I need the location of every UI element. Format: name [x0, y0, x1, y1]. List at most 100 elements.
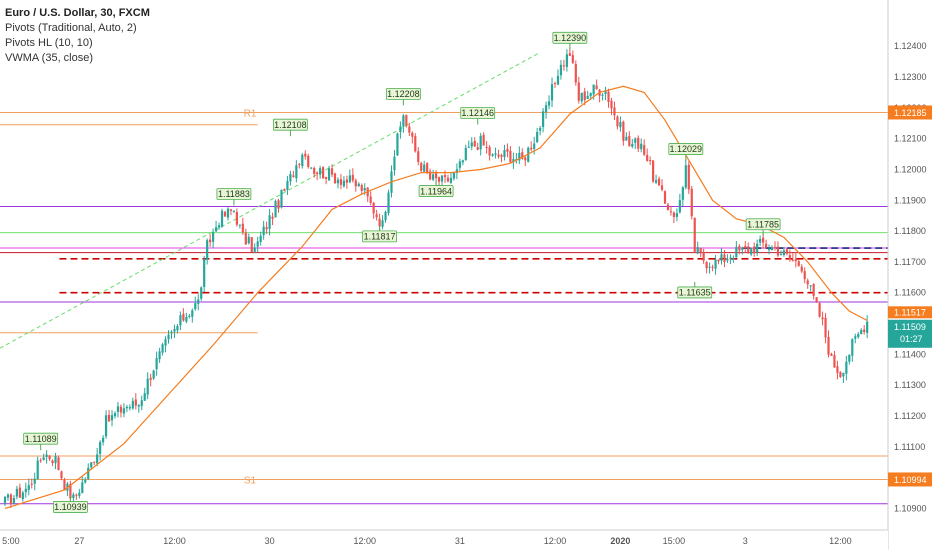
- candle-body: [458, 161, 461, 168]
- candle-body: [372, 202, 375, 214]
- candle-body: [497, 154, 500, 157]
- candle-body: [363, 188, 366, 191]
- x-tick-label: 2020: [610, 536, 630, 546]
- candle-body: [342, 180, 346, 187]
- candle-body: [702, 251, 705, 261]
- candle-body: [30, 483, 33, 485]
- candle-body: [277, 200, 280, 209]
- x-tick-label: 12:00: [829, 536, 852, 546]
- candle-body: [806, 280, 809, 285]
- candle-body: [313, 168, 316, 174]
- study-vwma[interactable]: VWMA (35, close): [5, 52, 94, 64]
- candle-body: [851, 339, 854, 356]
- symbol-title[interactable]: Euro / U.S. Dollar, 30, FXCM: [5, 7, 150, 19]
- candle-body: [3, 496, 7, 504]
- candle-body: [75, 494, 78, 496]
- candle-body: [809, 285, 812, 287]
- candle-body: [434, 173, 438, 179]
- hl-label-box: [418, 185, 454, 197]
- candle-body: [194, 303, 197, 310]
- candle-body: [81, 482, 84, 494]
- x-tick-label: 12:00: [163, 536, 186, 546]
- candle-body: [217, 225, 221, 228]
- candle-body: [866, 321, 869, 333]
- candle-body: [818, 303, 821, 317]
- hl-label-text-6: 1.11964: [420, 186, 452, 196]
- x-tick-label: 31: [455, 536, 465, 546]
- candle-body: [432, 174, 435, 180]
- candle-body: [530, 147, 533, 150]
- candle-body: [470, 142, 473, 147]
- candle-body: [649, 160, 652, 162]
- hl-label-box: [385, 87, 421, 100]
- candle-body: [27, 485, 30, 490]
- candle-body: [767, 248, 771, 250]
- hl-label-text-7: 1.12146: [461, 108, 494, 118]
- candle-body: [99, 442, 102, 454]
- candle-body: [738, 246, 741, 251]
- candle-body: [319, 168, 322, 175]
- y-tick-label: 1.11600: [894, 288, 926, 298]
- study-pivots[interactable]: Pivots (Traditional, Auto, 2): [5, 22, 137, 34]
- candle-body: [229, 209, 233, 211]
- candle-body: [839, 372, 842, 378]
- candle-body: [446, 177, 450, 182]
- candle-body: [384, 211, 387, 221]
- candle-body: [550, 84, 554, 101]
- candle-body: [268, 215, 271, 229]
- candle-body: [860, 329, 863, 335]
- time-axis: [0, 530, 888, 550]
- candle-body: [773, 246, 777, 249]
- hl-label-text-10: 1.11635: [679, 288, 711, 298]
- candle-body: [122, 408, 126, 414]
- hl-label-box: [552, 31, 588, 44]
- candle-body: [764, 243, 768, 248]
- y-tick-label: 1.11400: [894, 349, 926, 359]
- candle-body: [440, 175, 444, 182]
- candle-body: [265, 227, 268, 230]
- candle-body: [833, 355, 836, 368]
- candle-body: [429, 171, 432, 180]
- candle-body: [414, 136, 417, 152]
- candle-body: [732, 258, 735, 260]
- candle-body: [607, 91, 610, 102]
- y-tick-label: 1.12300: [894, 72, 927, 82]
- candle-body: [378, 218, 381, 227]
- candle-body: [571, 55, 574, 63]
- study-pivots-hl[interactable]: Pivots HL (10, 10): [5, 37, 93, 49]
- candle-body: [170, 331, 173, 334]
- hl-label-box: [745, 218, 781, 231]
- candle-body: [803, 271, 806, 280]
- candle-body: [729, 257, 732, 259]
- candle-body: [286, 180, 289, 190]
- candle-body: [509, 150, 512, 163]
- candle-body: [60, 471, 63, 479]
- candle-body: [553, 82, 557, 84]
- candle-body: [690, 188, 693, 217]
- candle-body: [113, 413, 117, 417]
- candle-body: [693, 217, 696, 252]
- candle-body: [399, 126, 402, 133]
- candle-body: [140, 400, 143, 407]
- x-tick-label: 15:00: [663, 536, 686, 546]
- candle-body: [155, 358, 158, 370]
- hl-label-box: [677, 286, 713, 299]
- candle-body: [812, 283, 815, 297]
- candle-body: [164, 339, 167, 346]
- y-tick-label: 1.11300: [894, 380, 926, 390]
- candle-body: [423, 164, 426, 172]
- y-tick-label: 1.11200: [894, 411, 926, 421]
- candle-body: [203, 259, 206, 287]
- candle-body: [797, 261, 800, 266]
- candle-body: [253, 247, 256, 252]
- candle-body: [283, 189, 286, 191]
- candle-body: [176, 325, 179, 331]
- candle-body: [782, 250, 786, 256]
- candle-body: [770, 247, 774, 251]
- candle-body: [491, 154, 494, 156]
- candle-body: [455, 169, 458, 173]
- candle-body: [601, 94, 604, 96]
- candle-body: [634, 138, 637, 143]
